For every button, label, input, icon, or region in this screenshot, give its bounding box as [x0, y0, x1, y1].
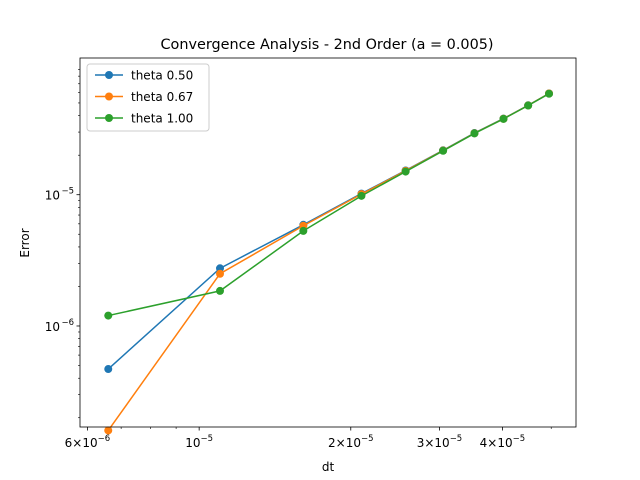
data-point: [439, 146, 448, 155]
y-tick-label: 10: [45, 189, 60, 203]
x-tick-label: 3×10−5: [417, 434, 463, 450]
x-tick-label: 2×10−5: [328, 434, 374, 450]
series-line-2: [108, 93, 550, 317]
data-point: [216, 269, 225, 278]
y-tick-exponent: −6: [61, 318, 74, 328]
legend-box: [86, 63, 210, 132]
data-point: [299, 226, 308, 235]
legend-marker: [105, 114, 113, 122]
chart-title: Convergence Analysis - 2nd Order (a = 0.…: [161, 37, 494, 53]
plot-area: [104, 89, 554, 435]
data-point: [104, 365, 113, 374]
legend-label: theta 0.67: [131, 90, 193, 104]
data-point: [357, 191, 366, 200]
y-axis-label: Error: [18, 228, 32, 257]
x-tick-label: 4×10−5: [480, 434, 526, 450]
legend: theta 0.50 theta 0.67 theta 1.00: [86, 63, 210, 132]
y-tick-exponent: −5: [61, 187, 74, 197]
x-axis-ticks: 6×10−6 10−5 2×10−5 3×10−5 4×10−5: [65, 427, 552, 450]
data-point: [470, 129, 479, 138]
legend-label: theta 0.50: [131, 69, 193, 83]
axes-frame: [79, 57, 577, 428]
y-axis-ticks: 10−610−5: [45, 69, 80, 419]
data-point: [401, 167, 410, 176]
data-point: [524, 101, 533, 110]
data-point: [499, 114, 508, 123]
legend-marker: [105, 71, 113, 79]
x-tick-label: 10−5: [185, 434, 213, 450]
legend-label: theta 1.00: [131, 112, 193, 126]
y-tick-label: 10: [45, 320, 60, 334]
x-axis-label: dt: [322, 460, 335, 474]
x-tick-label: 6×10−6: [65, 434, 111, 450]
legend-marker: [105, 92, 113, 101]
data-point: [216, 286, 225, 295]
data-point: [104, 426, 113, 435]
data-point: [545, 89, 554, 98]
data-point: [104, 311, 113, 320]
